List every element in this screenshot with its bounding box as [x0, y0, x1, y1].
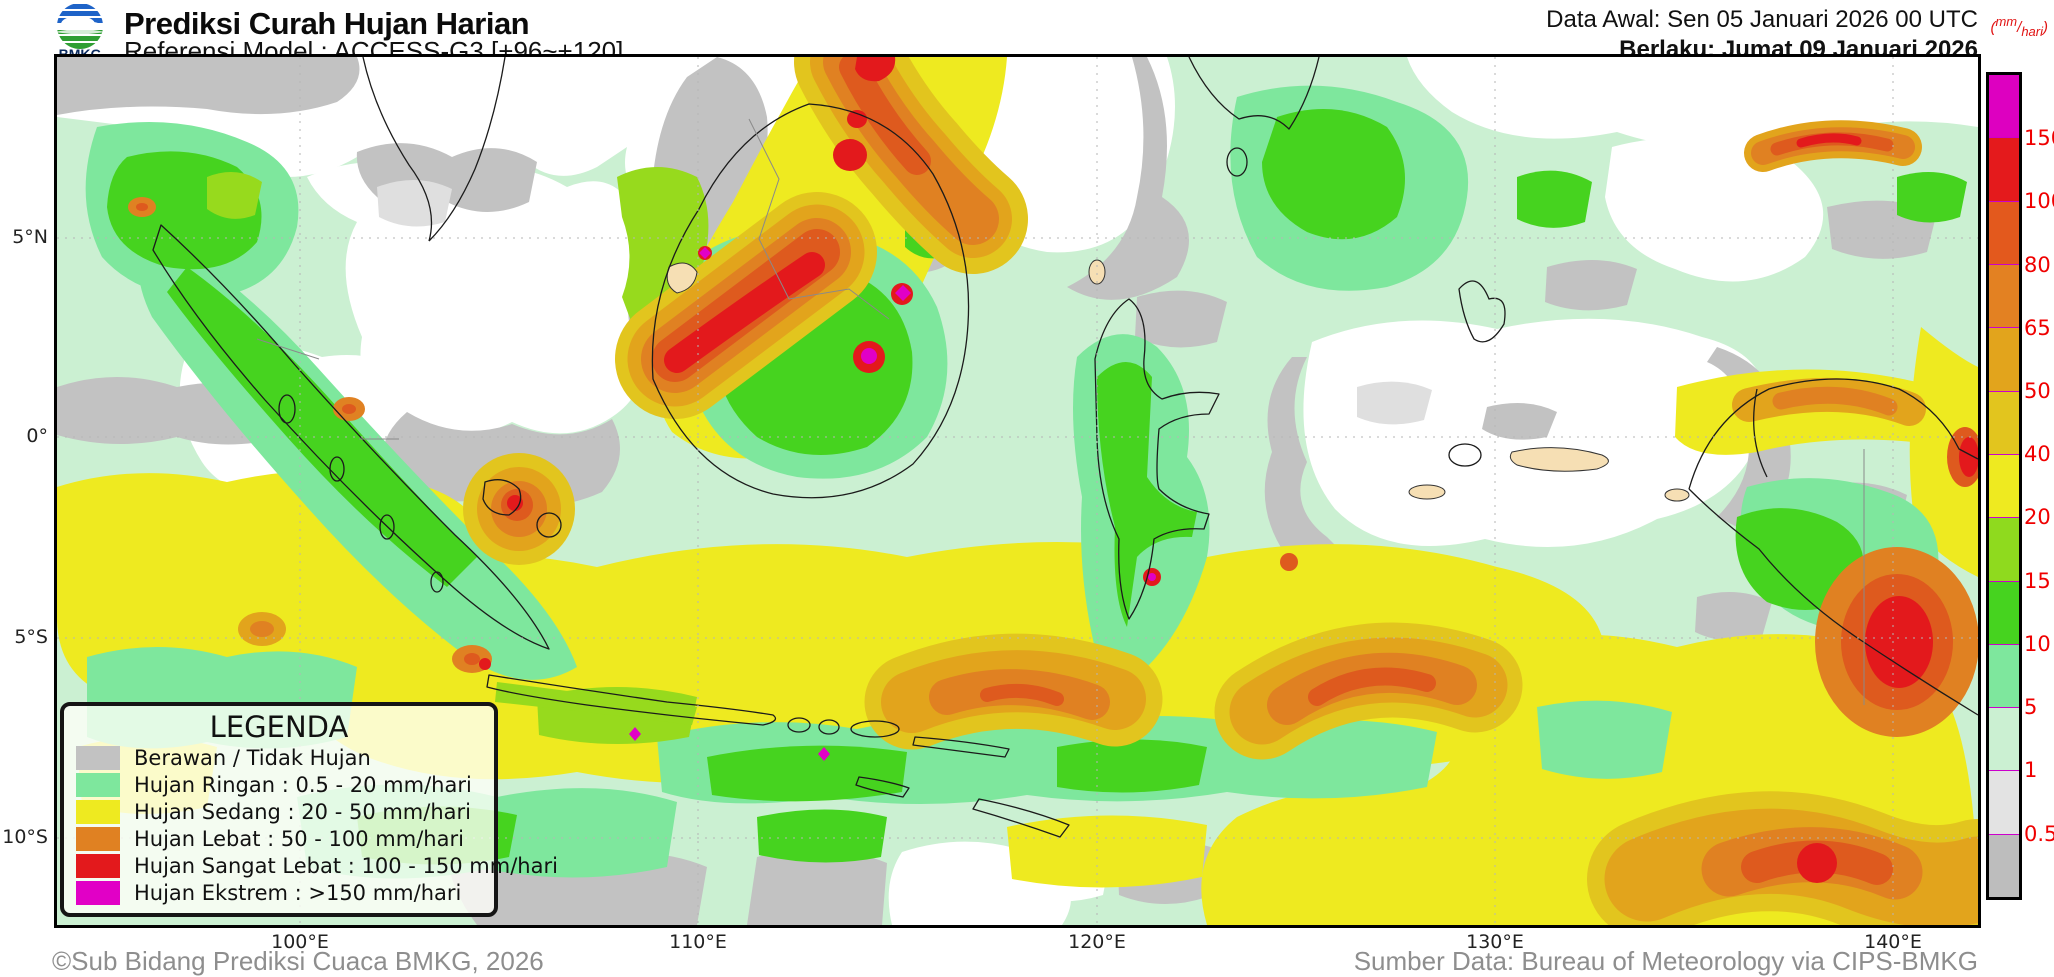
- legend-swatch-magenta: [76, 880, 120, 905]
- legend-item-sangat-lebat: Hujan Sangat Lebat : 100 - 150 mm/hari: [76, 852, 558, 879]
- lon-tick-100e: 100°E: [271, 931, 329, 953]
- lat-tick-5s: 5°S: [14, 626, 48, 648]
- data-awal-line: Data Awal: Sen 05 Januari 2026 00 UTC: [1546, 6, 1978, 33]
- legend-swatch-gray: [76, 745, 120, 770]
- colorbar-tick: 1: [2024, 758, 2038, 782]
- colorbar-tick: 150: [2024, 126, 2054, 150]
- colorbar-tick: 15: [2024, 569, 2051, 593]
- legend-item-berawan: Berawan / Tidak Hujan: [76, 744, 494, 771]
- colorbar-tick: 40: [2024, 442, 2051, 466]
- bmkg-logo: BMKG: [40, 2, 120, 62]
- colorbar-segment: [1989, 390, 2019, 454]
- legend-item-lebat: Hujan Lebat : 50 - 100 mm/hari: [76, 825, 494, 852]
- colorbar-tick: 5: [2024, 695, 2038, 719]
- lat-tick-5n: 5°N: [12, 226, 48, 248]
- lat-tick-10s: 10°S: [2, 826, 48, 848]
- legend-title: LEGENDA: [209, 710, 349, 744]
- legend-item-ringan: Hujan Ringan : 0.5 - 20 mm/hari: [76, 771, 494, 798]
- legend-item-sedang: Hujan Sedang : 20 - 50 mm/hari: [76, 798, 494, 825]
- legend-box: LEGENDA Berawan / Tidak Hujan Hujan Ring…: [60, 702, 558, 917]
- colorbar-segment: [1989, 833, 2019, 898]
- colorbar-segment: [1989, 263, 2019, 328]
- legend-swatch-red: [76, 853, 120, 878]
- colorbar-segment: [1989, 707, 2019, 771]
- colorbar-tick: 0.5: [2024, 822, 2054, 846]
- colorbar-tick: 80: [2024, 253, 2051, 277]
- colorbar-tick: 100: [2024, 189, 2054, 213]
- colorbar-segment: [1989, 517, 2019, 581]
- colorbar-segment: [1989, 580, 2019, 644]
- colorbar-segment: [1989, 75, 2019, 138]
- colorbar-tick: 10: [2024, 632, 2051, 656]
- colorbar-tick: 50: [2024, 379, 2051, 403]
- colorbar-segment: [1989, 327, 2019, 391]
- unit-annotation: (mm/hari): [1990, 14, 2048, 39]
- page-title: Prediksi Curah Hujan Harian: [124, 6, 530, 41]
- lat-tick-0: 0°: [26, 425, 48, 447]
- data-source-text: Sumber Data: Bureau of Meteorology via C…: [1353, 946, 1978, 976]
- colorbar-segment: [1989, 200, 2019, 264]
- lon-tick-120e: 120°E: [1068, 931, 1126, 953]
- colorbar-segment: [1989, 770, 2019, 834]
- rainfall-colorbar: [1986, 72, 2022, 900]
- lon-tick-140e: 140°E: [1864, 931, 1922, 953]
- legend-item-ekstrem: Hujan Ekstrem : >150 mm/hari: [76, 879, 494, 906]
- colorbar-segment: [1989, 643, 2019, 708]
- copyright-text: ©Sub Bidang Prediksi Cuaca BMKG, 2026: [52, 946, 544, 976]
- colorbar-tick: 20: [2024, 505, 2051, 529]
- legend-swatch-orange: [76, 826, 120, 851]
- colorbar-segment: [1989, 453, 2019, 518]
- legend-swatch-green: [76, 772, 120, 797]
- legend-swatch-yellow: [76, 799, 120, 824]
- colorbar-segment: [1989, 137, 2019, 201]
- colorbar-tick: 65: [2024, 316, 2051, 340]
- lon-tick-110e: 110°E: [669, 931, 727, 953]
- lon-tick-130e: 130°E: [1466, 931, 1524, 953]
